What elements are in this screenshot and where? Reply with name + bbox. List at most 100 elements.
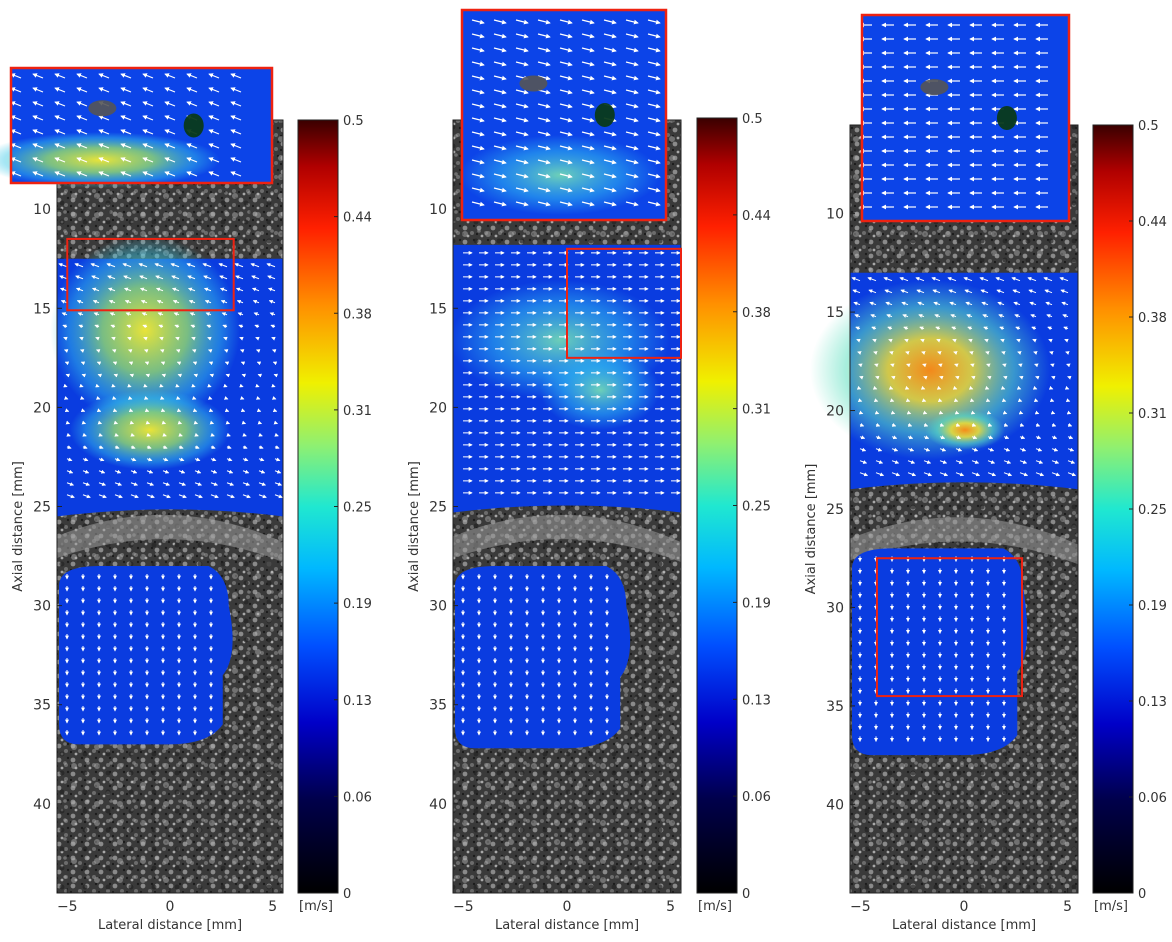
colorbar-unit: [m/s] [299, 899, 333, 914]
y-tick-label: 30 [826, 600, 844, 616]
x-axis-label: Lateral distance [mm] [495, 918, 639, 933]
colorbar [697, 118, 737, 893]
speed-hotspot [925, 410, 1005, 450]
velocity-arrow [257, 362, 259, 363]
velocity-arrow [97, 362, 99, 363]
y-tick-label: 15 [826, 305, 844, 321]
y-tick-label: 30 [429, 599, 447, 615]
bmode-texture [850, 125, 1078, 893]
velocity-arrow [129, 362, 131, 363]
colorbar-unit: [m/s] [698, 899, 732, 914]
velocity-arrow [131, 411, 133, 412]
colorbar-tick-label: 0.31 [343, 404, 372, 419]
velocity-arrow [163, 411, 165, 412]
colorbar-tick-label: 0.38 [1138, 311, 1167, 326]
y-tick-label: 25 [33, 500, 51, 516]
colorbar-unit: [m/s] [1094, 899, 1128, 914]
y-axis-label: Axial distance [mm] [11, 461, 26, 592]
x-tick-label: 5 [1063, 899, 1072, 915]
x-tick-label: −5 [453, 899, 474, 915]
velocity-arrow [908, 401, 910, 402]
colorbar-tick-label: 0.31 [1138, 407, 1167, 422]
flow-region [852, 548, 1027, 755]
y-tick-label: 30 [33, 599, 51, 615]
colorbar-tick-label: 0.31 [742, 403, 771, 418]
colorbar-tick-label: 0.38 [742, 306, 771, 321]
colorbar [298, 120, 338, 893]
colorbar-tick-label: 0.44 [343, 211, 372, 226]
colorbar-tick-label: 0 [343, 887, 351, 902]
zoom-inset [860, 15, 1069, 221]
velocity-arrow [1068, 401, 1070, 402]
speed-hotspot [540, 350, 660, 430]
velocity-arrow [211, 411, 213, 412]
colorbar-tick-label: 0.25 [742, 500, 771, 515]
velocity-arrow [195, 411, 197, 412]
zoom-clutter [595, 103, 615, 127]
velocity-arrow [892, 401, 894, 402]
velocity-arrow [1036, 401, 1038, 402]
x-tick-label: 5 [666, 899, 675, 915]
colorbar-tick-label: 0.06 [343, 790, 372, 805]
velocity-arrow [860, 401, 862, 402]
velocity-arrow [227, 411, 229, 412]
y-tick-label: 20 [826, 404, 844, 420]
velocity-arrow [81, 362, 83, 363]
y-tick-label: 40 [429, 797, 447, 813]
x-tick-label: 0 [960, 899, 969, 915]
colorbar-tick-label: 0.44 [1138, 215, 1167, 230]
y-axis-label: Axial distance [mm] [407, 461, 422, 592]
y-tick-label: 40 [33, 797, 51, 813]
velocity-arrow [956, 401, 958, 402]
x-tick-label: −5 [57, 899, 78, 915]
y-axis-label: Axial distance [mm] [804, 464, 819, 595]
y-tick-label: 15 [33, 301, 51, 317]
y-tick-label: 15 [429, 301, 447, 317]
velocity-arrow [273, 362, 275, 363]
colorbar-tick-label: 0.19 [742, 596, 771, 611]
y-tick-label: 35 [33, 698, 51, 714]
colorbar-tick-label: 0.19 [1138, 599, 1167, 614]
velocity-arrow [972, 401, 974, 402]
y-tick-label: 40 [826, 797, 844, 813]
velocity-arrow [115, 411, 117, 412]
velocity-arrow [241, 362, 243, 363]
colorbar-tick-label: 0.25 [343, 501, 372, 516]
colorbar-tick-label: 0.13 [742, 693, 771, 708]
x-axis-label: Lateral distance [mm] [892, 918, 1036, 933]
y-tick-label: 20 [33, 400, 51, 416]
x-tick-label: −5 [850, 899, 871, 915]
zoom-clutter [920, 79, 948, 95]
velocity-arrow [67, 411, 69, 412]
y-tick-label: 25 [429, 500, 447, 516]
y-tick-label: 10 [33, 202, 51, 218]
velocity-arrow [924, 401, 926, 402]
velocity-arrow [83, 411, 85, 412]
velocity-arrow [113, 362, 115, 363]
velocity-arrow [99, 411, 101, 412]
velocity-arrow [988, 401, 990, 402]
velocity-arrow [876, 401, 878, 402]
velocity-arrow [243, 411, 245, 412]
velocity-arrow [161, 362, 163, 363]
colorbar [1093, 125, 1133, 893]
y-tick-label: 10 [429, 202, 447, 218]
colorbar-tick-label: 0.38 [343, 307, 372, 322]
velocity-arrow [1052, 401, 1054, 402]
velocity-arrow [275, 411, 277, 412]
colorbar-tick-label: 0.06 [742, 790, 771, 805]
y-tick-label: 35 [429, 698, 447, 714]
velocity-arrow [65, 362, 67, 363]
y-tick-label: 10 [826, 207, 844, 223]
flow-region [59, 566, 233, 744]
colorbar-tick-label: 0.44 [742, 209, 771, 224]
velocity-arrow [209, 362, 211, 363]
zoom-inset [0, 68, 272, 188]
velocity-arrow [1020, 401, 1022, 402]
colorbar-tick-label: 0.5 [742, 112, 763, 127]
